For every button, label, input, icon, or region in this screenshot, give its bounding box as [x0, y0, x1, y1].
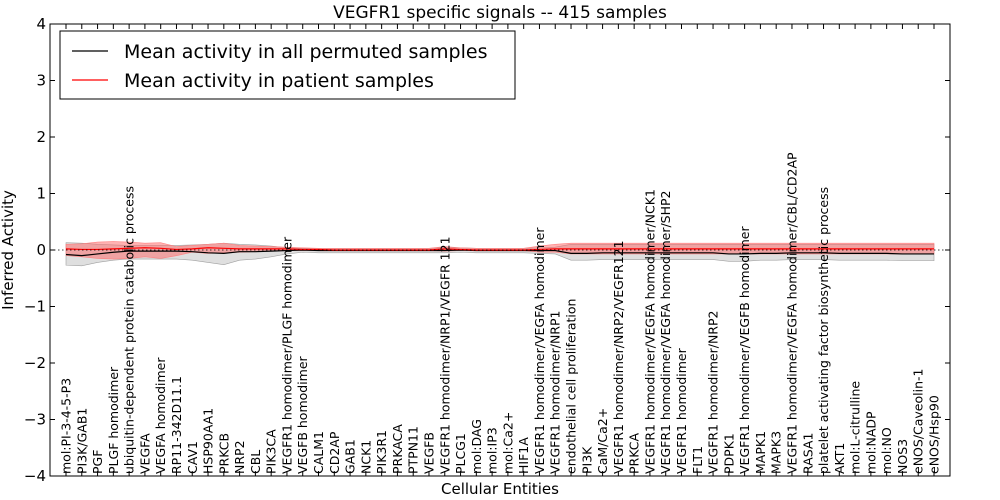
x-tick-label: FLT1: [690, 446, 705, 474]
x-tick-label: VEGFR1 homodimer/VEGFA homodimer/SHP2: [658, 190, 673, 474]
x-tick-label: PLCG1: [453, 433, 468, 474]
x-tick-label: mol:L-citrulline: [848, 381, 863, 474]
x-tick-label: ubiquitin-dependent protein catabolic pr…: [122, 186, 137, 474]
x-tick-label: PI3K/GAB1: [74, 408, 89, 474]
x-tick-label: VEGFR1 homodimer/VEGFA homodimer/NCK1: [642, 189, 657, 474]
y-tick-label: −1: [24, 298, 46, 316]
x-tick-label: VEGFB: [421, 432, 436, 474]
x-tick-label: RP11-342D11.1: [169, 376, 184, 474]
x-tick-label: mol:IP3: [485, 427, 500, 474]
legend-label-patient: Mean activity in patient samples: [124, 70, 434, 92]
x-tick-label: VEGFR1 homodimer/NRP1/VEGFR 121: [437, 236, 452, 474]
x-tick-labels: mol:PI-3-4-5-P3 PI3K/GAB1 PGF PLGF homodime…: [59, 152, 942, 474]
x-tick-label: MAPK1: [753, 431, 768, 474]
x-tick-label: PRKCB: [216, 433, 231, 474]
x-tick-label: VEGFB homodimer: [295, 355, 310, 474]
x-tick-label: HIF1A: [516, 437, 531, 474]
x-tick-label: RASA1: [800, 433, 815, 474]
x-tick-label: CALM1: [311, 431, 326, 474]
x-tick-label: VEGFR1 homodimer: [674, 347, 689, 474]
x-tick-label: GAB1: [343, 439, 358, 474]
x-tick-label: CBL: [248, 450, 263, 474]
y-tick-label: −4: [24, 467, 46, 485]
x-tick-label: NRP2: [232, 440, 247, 474]
x-tick-label: PDPK1: [721, 433, 736, 474]
x-tick-label: VEGFA homodimer: [153, 357, 168, 474]
x-tick-label: PI3K: [579, 446, 594, 474]
chart-title: VEGFR1 specific signals -- 415 samples: [333, 3, 667, 23]
series-line-patient: [65, 247, 934, 251]
x-tick-label: mol:DAG: [469, 419, 484, 474]
x-tick-label: VEGFR1 homodimer/VEGFA homodimer: [532, 227, 547, 474]
x-tick-label: VEGFR1 homodimer/NRP2/VEGFR121: [611, 240, 626, 474]
x-tick-label: PLGF homodimer: [106, 366, 121, 474]
y-axis-label: Inferred Activity: [0, 190, 17, 310]
legend-label-permuted: Mean activity in all permuted samples: [124, 41, 487, 63]
x-tick-label: AKT1: [832, 443, 847, 474]
y-tick-label: 4: [36, 15, 46, 33]
x-tick-label: PTPN11: [406, 426, 421, 474]
x-tick-label: mol:PI-3-4-5-P3: [59, 378, 74, 474]
x-tick-label: PGF: [90, 450, 105, 474]
x-tick-label: mol:Ca2+: [500, 412, 515, 474]
y-tick-label: 2: [36, 128, 46, 146]
x-tick-label: VEGFR1 homodimer/VEGFB homodimer: [737, 226, 752, 474]
x-tick-label: VEGFR1 homodimer/VEGFA homodimer/CBL/CD2…: [784, 152, 799, 474]
x-tick-label: VEGFA: [137, 433, 152, 474]
x-tick-label: mol:NO: [879, 427, 894, 474]
x-tick-label: endothelial cell proliferation: [564, 299, 579, 474]
y-tick-label: −2: [24, 354, 46, 372]
plot-frame: [49, 23, 951, 477]
x-tick-label: PIK3R1: [374, 430, 389, 474]
x-tick-label: CD2AP: [327, 431, 342, 474]
x-tick-label: eNOS/Caveolin-1: [911, 369, 926, 474]
x-tick-label: PRKCA: [627, 433, 642, 474]
y-tick-label: 0: [36, 241, 46, 259]
x-tick-label: PRKACA: [390, 424, 405, 474]
x-tick-label: CAV1: [185, 441, 200, 474]
x-tick-label: CaM/Ca2+: [595, 408, 610, 474]
y-tick-label: 3: [36, 72, 46, 90]
x-tick-label: NOS3: [895, 439, 910, 474]
x-axis-label: Cellular Entities: [441, 480, 559, 498]
x-tick-label: VEGFR1 homodimer/NRP1: [548, 311, 563, 474]
x-tick-label: eNOS/Hsp90: [927, 395, 942, 474]
legend-box: [59, 30, 516, 100]
y-tick-label: −3: [24, 411, 46, 429]
x-tick-label: VEGFR1 homodimer/PLGF homodimer: [279, 236, 294, 474]
y-tick-labels: −4 −3 −2 −1 0 1 2 3 4: [24, 15, 46, 485]
series-lines: [50, 247, 950, 257]
x-tick-label: mol:NADP: [863, 411, 878, 474]
x-tick-label: NCK1: [358, 440, 373, 474]
confidence-bands: [65, 241, 935, 267]
x-tick-label: VEGFR1 homodimer/NRP2: [706, 311, 721, 474]
y-tick-label: 1: [36, 185, 46, 203]
x-tick-label: platelet activating factor biosynthetic …: [816, 187, 831, 474]
x-tick-label: PIK3CA: [264, 429, 279, 474]
legend: Mean activity in all permuted samples Me…: [59, 30, 516, 100]
x-tick-label: MAPK3: [769, 431, 784, 474]
x-tick-label: HSP90AA1: [201, 408, 216, 474]
